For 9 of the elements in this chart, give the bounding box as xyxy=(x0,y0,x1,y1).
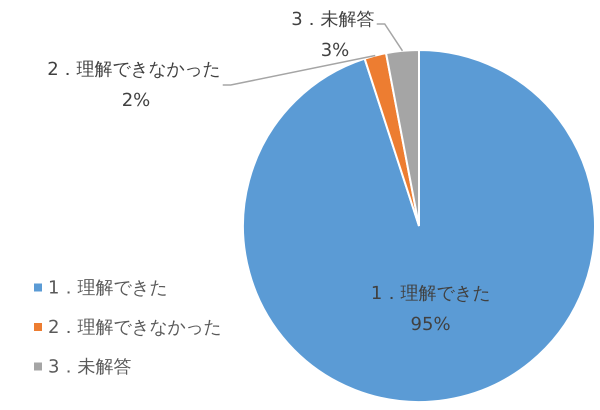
data-label: 3% xyxy=(320,40,350,61)
data-label: 95% xyxy=(410,314,451,336)
data-label: 2% xyxy=(122,90,150,111)
legend-label: 2．理解できなかった xyxy=(48,317,222,338)
slice-label: 3．未解答 xyxy=(291,9,375,30)
slice-label: 1．理解できた xyxy=(370,283,490,304)
slice-label: 2．理解できなかった xyxy=(47,59,221,80)
legend-label: 1．理解できた xyxy=(48,278,168,298)
legend-label: 3．未解答 xyxy=(48,356,132,378)
